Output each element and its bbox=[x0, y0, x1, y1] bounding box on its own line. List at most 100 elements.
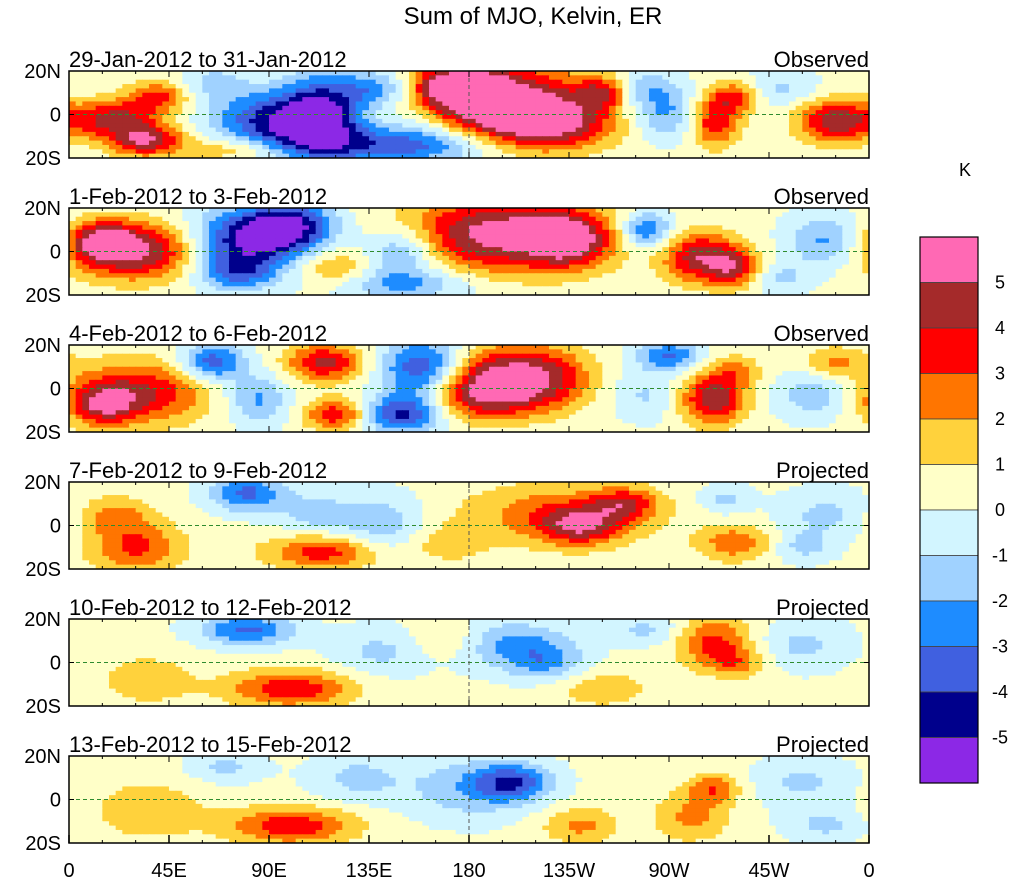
heat-cell bbox=[782, 149, 790, 155]
heat-cell bbox=[102, 123, 110, 129]
heat-cell bbox=[669, 255, 677, 261]
heat-cell bbox=[295, 75, 303, 81]
heat-cell bbox=[362, 238, 370, 244]
heat-cell bbox=[269, 118, 277, 124]
heat-cell bbox=[322, 212, 330, 218]
heat-cell bbox=[842, 281, 850, 287]
heat-cell bbox=[575, 260, 583, 266]
heat-cell bbox=[202, 79, 210, 85]
heat-cell bbox=[829, 88, 837, 94]
heat-cell bbox=[782, 114, 790, 120]
heat-cell bbox=[829, 71, 837, 76]
heat-cell bbox=[802, 144, 810, 150]
heat-cell bbox=[349, 84, 357, 89]
heat-cell bbox=[122, 153, 130, 158]
heat-cell bbox=[402, 88, 410, 94]
heat-cell bbox=[82, 88, 90, 94]
heat-cell bbox=[715, 242, 723, 248]
heat-cell bbox=[575, 277, 583, 283]
heat-cell bbox=[755, 242, 763, 248]
heat-cell bbox=[222, 255, 230, 261]
heat-cell bbox=[122, 242, 130, 248]
heat-cell bbox=[702, 273, 710, 279]
heat-cell bbox=[309, 216, 317, 222]
heat-cell bbox=[775, 131, 783, 137]
heat-cell bbox=[469, 216, 477, 222]
heat-cell bbox=[522, 277, 530, 283]
heat-cell bbox=[735, 153, 743, 158]
heat-cell bbox=[715, 238, 723, 244]
heat-cell bbox=[829, 144, 837, 150]
heat-cell bbox=[335, 281, 343, 287]
heat-cell bbox=[95, 251, 103, 257]
heat-cell bbox=[175, 97, 183, 103]
heat-cell bbox=[402, 238, 410, 244]
heat-cell bbox=[575, 140, 583, 146]
heat-cell bbox=[789, 277, 797, 283]
heat-cell bbox=[675, 136, 683, 142]
heat-cell bbox=[169, 75, 177, 81]
heat-cell bbox=[535, 281, 543, 287]
heat-cell bbox=[722, 84, 730, 89]
heat-cell bbox=[609, 229, 617, 235]
heat-cell bbox=[702, 264, 710, 270]
heat-cell bbox=[89, 290, 97, 295]
heat-cell bbox=[862, 216, 869, 222]
heat-cell bbox=[615, 140, 623, 146]
heat-cell bbox=[395, 101, 403, 107]
heat-cell bbox=[202, 71, 210, 76]
heat-cell bbox=[209, 79, 217, 85]
heat-cell bbox=[275, 84, 283, 89]
heat-cell bbox=[335, 79, 343, 85]
heat-cell bbox=[422, 260, 430, 266]
heat-cell bbox=[595, 216, 603, 222]
heat-cell bbox=[189, 153, 197, 158]
heat-cell bbox=[69, 221, 77, 226]
heat-cell bbox=[235, 149, 243, 155]
heat-cell bbox=[409, 127, 417, 133]
heat-cell bbox=[262, 216, 270, 222]
heat-cell bbox=[782, 84, 790, 89]
heat-cell bbox=[729, 286, 737, 292]
heat-cell bbox=[162, 268, 170, 274]
heat-cell bbox=[842, 264, 850, 270]
heat-cell bbox=[422, 97, 430, 103]
heat-cell bbox=[842, 286, 850, 292]
heat-cell bbox=[555, 101, 563, 107]
heat-cell bbox=[282, 79, 290, 85]
heat-cell bbox=[442, 118, 450, 124]
heat-cell bbox=[442, 110, 450, 116]
heat-cell bbox=[222, 277, 230, 283]
heat-cell bbox=[649, 255, 657, 261]
heat-cell bbox=[822, 136, 830, 142]
heat-cell bbox=[755, 238, 763, 244]
heat-cell bbox=[662, 229, 670, 235]
heat-cell bbox=[835, 277, 843, 283]
heat-cell bbox=[609, 238, 617, 244]
heat-cell bbox=[309, 140, 317, 146]
heat-cell bbox=[489, 110, 497, 116]
heat-cell bbox=[629, 286, 637, 292]
heat-cell bbox=[429, 212, 437, 218]
heat-cell bbox=[695, 251, 703, 257]
heat-cell bbox=[689, 255, 697, 261]
heat-cell bbox=[75, 71, 83, 76]
heat-cell bbox=[489, 286, 497, 292]
heat-cell bbox=[75, 268, 83, 274]
heat-cell bbox=[189, 140, 197, 146]
heat-cell bbox=[849, 229, 857, 235]
heat-cell bbox=[322, 144, 330, 150]
heat-cell bbox=[262, 144, 270, 150]
heat-cell bbox=[522, 84, 530, 89]
heat-cell bbox=[135, 277, 143, 283]
heat-cell bbox=[375, 79, 383, 85]
heat-cell bbox=[69, 345, 77, 350]
heat-cell bbox=[449, 255, 457, 261]
heat-cell bbox=[735, 88, 743, 94]
heat-cell bbox=[549, 144, 557, 150]
heat-cell bbox=[255, 255, 263, 261]
heat-cell bbox=[142, 136, 150, 142]
heat-cell bbox=[302, 97, 310, 103]
heat-cell bbox=[322, 221, 330, 226]
heat-cell bbox=[689, 71, 697, 76]
